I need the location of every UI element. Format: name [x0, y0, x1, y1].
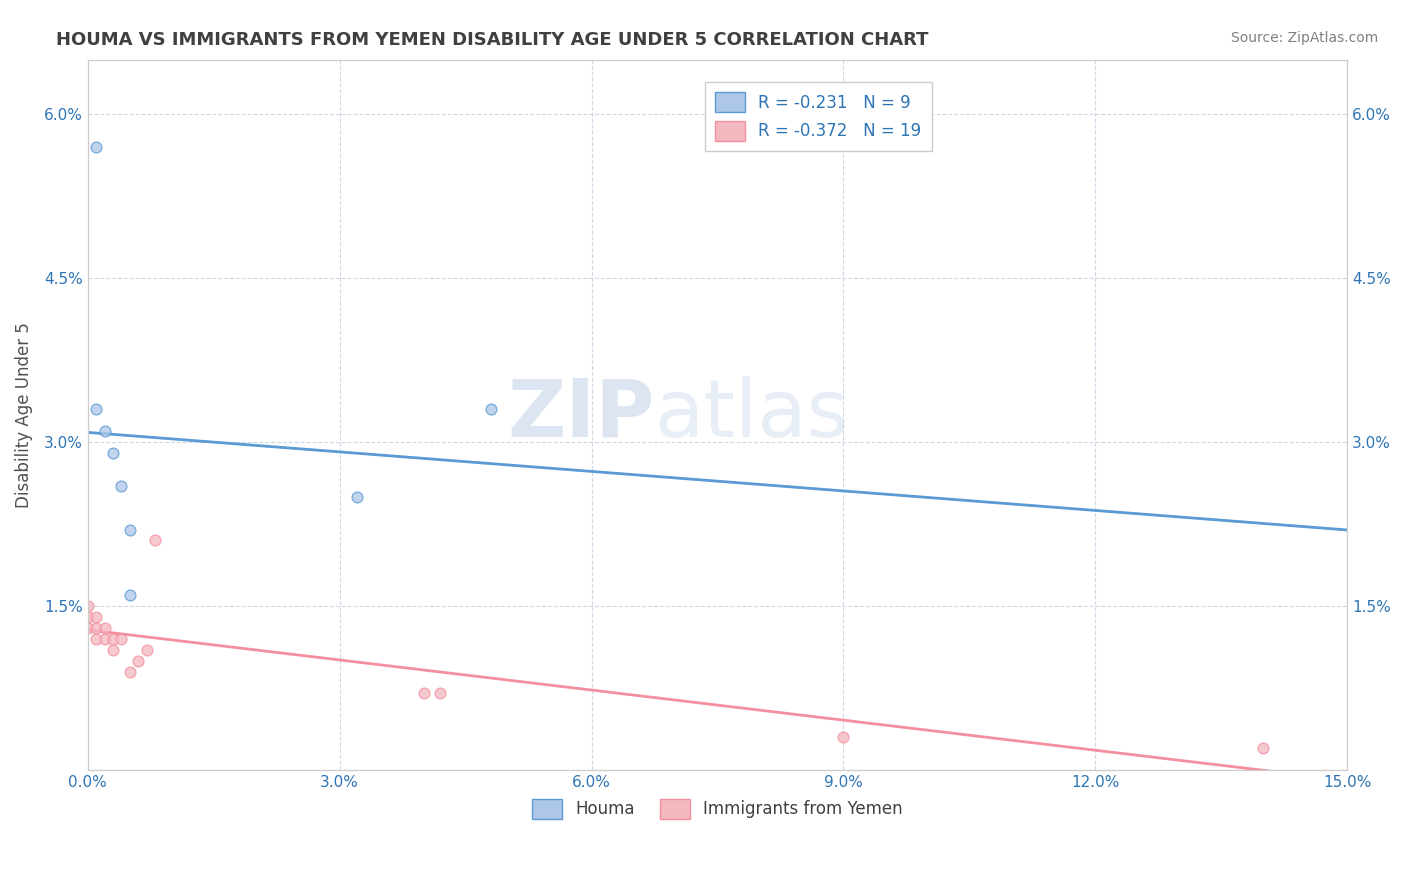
Point [84, 632, 107, 646]
Point [76, 621, 98, 635]
Point [101, 632, 124, 646]
Point [76, 610, 98, 624]
Point [110, 632, 132, 646]
Point [135, 642, 157, 657]
Text: atlas: atlas [655, 376, 849, 454]
Text: Source: ZipAtlas.com: Source: ZipAtlas.com [1230, 31, 1378, 45]
Point [76, 599, 98, 613]
Point [127, 654, 149, 668]
Y-axis label: Disability Age Under 5: Disability Age Under 5 [15, 322, 32, 508]
Point [84, 402, 107, 417]
Point [93, 621, 115, 635]
Point [118, 665, 141, 679]
Text: ZIP: ZIP [508, 376, 655, 454]
Point [84, 140, 107, 154]
Point [84, 610, 107, 624]
Point [832, 730, 855, 744]
Point [412, 686, 434, 700]
Point [110, 479, 132, 493]
Point [118, 523, 141, 537]
Point [429, 686, 451, 700]
Point [93, 632, 115, 646]
Point [143, 533, 166, 548]
Point [118, 588, 141, 602]
Point [479, 402, 502, 417]
Point [93, 424, 115, 438]
Point [101, 446, 124, 460]
Point [101, 642, 124, 657]
Point [84, 621, 107, 635]
Point [346, 490, 368, 504]
Point [1253, 741, 1275, 756]
Text: HOUMA VS IMMIGRANTS FROM YEMEN DISABILITY AGE UNDER 5 CORRELATION CHART: HOUMA VS IMMIGRANTS FROM YEMEN DISABILIT… [56, 31, 929, 49]
Legend: Houma, Immigrants from Yemen: Houma, Immigrants from Yemen [526, 792, 910, 826]
